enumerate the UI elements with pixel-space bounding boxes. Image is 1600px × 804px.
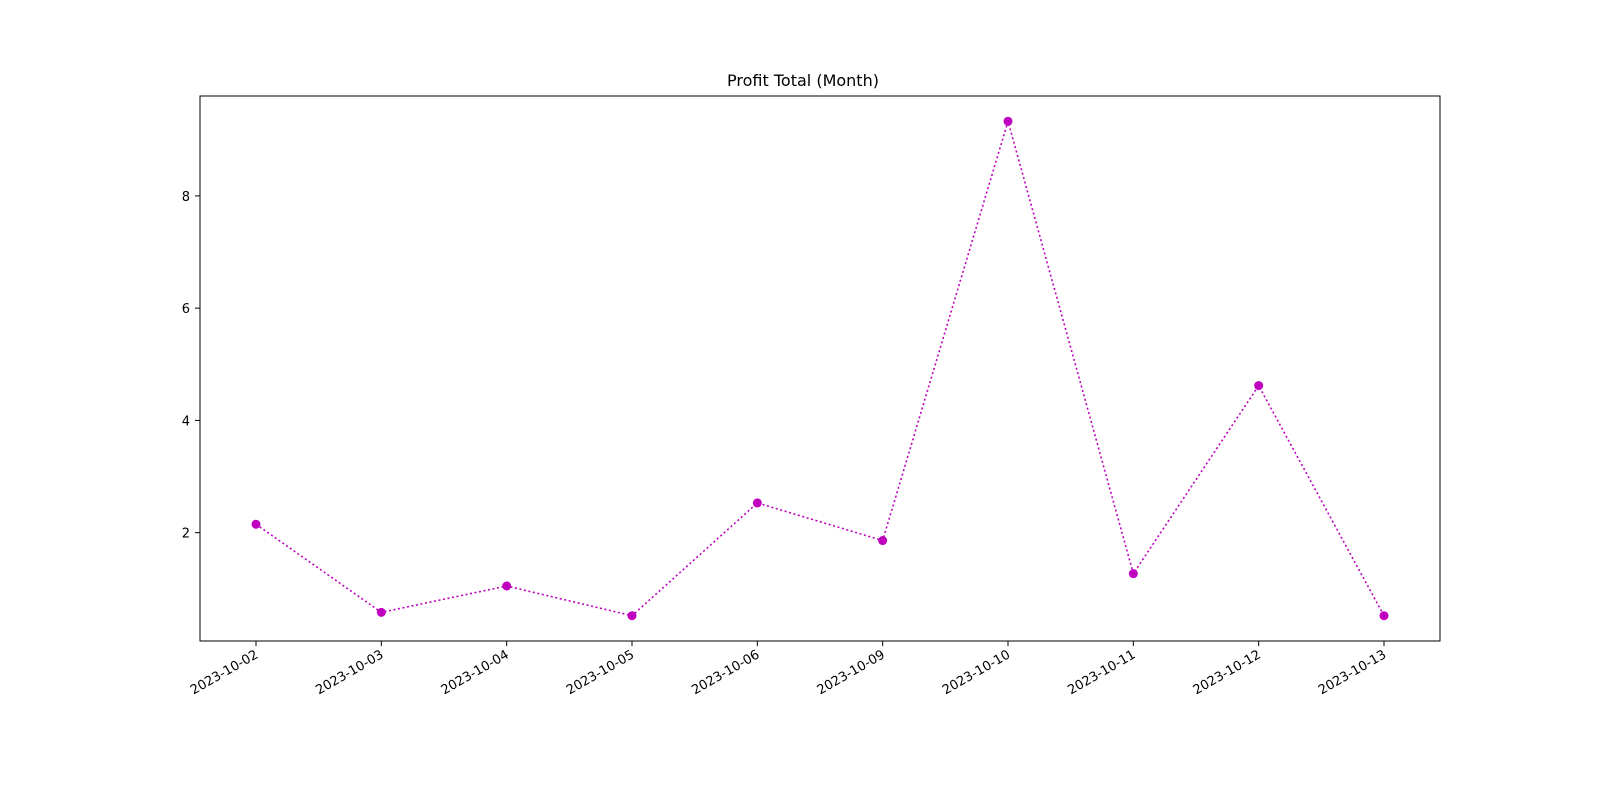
y-tick-label: 6: [182, 302, 190, 317]
data-point: [878, 536, 888, 546]
data-point: [1254, 381, 1264, 391]
y-tick-label: 4: [182, 414, 190, 429]
plot-area-frame: [199, 95, 1441, 642]
data-point: [1003, 116, 1013, 126]
data-point: [251, 519, 261, 529]
y-axis: 2 4 6 8: [182, 190, 200, 542]
y-tick-label: 8: [182, 190, 190, 205]
data-point: [1128, 569, 1138, 579]
series-line: [255, 118, 1385, 617]
data-point: [502, 581, 512, 591]
data-point: [752, 498, 762, 508]
data-point: [1379, 611, 1389, 621]
data-point: [627, 611, 637, 621]
data-point: [376, 607, 386, 617]
chart-title: Profit Total (Month): [727, 71, 879, 90]
y-tick-label: 2: [182, 527, 190, 542]
series-layer: [251, 116, 1389, 621]
